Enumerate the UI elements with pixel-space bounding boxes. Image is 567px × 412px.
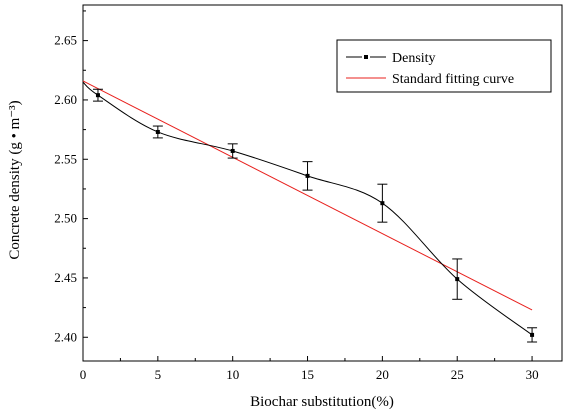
y-tick-label: 2.60 xyxy=(54,92,77,107)
plot-frame xyxy=(82,4,563,362)
density-series xyxy=(82,81,538,343)
density-point xyxy=(95,93,100,98)
density-point xyxy=(455,277,460,282)
x-tick-label: 15 xyxy=(301,367,314,382)
x-tick-label: 25 xyxy=(451,367,464,382)
legend-density-marker xyxy=(364,55,368,59)
x-axis-label: Biochar substitution(%) xyxy=(250,394,394,410)
fitting-curve-line xyxy=(82,80,533,311)
y-tick-label: 2.55 xyxy=(54,151,77,166)
y-axis: 2.40 2.45 2.50 2.55 2.60 2.65 xyxy=(54,10,88,344)
density-point xyxy=(155,129,160,134)
density-point xyxy=(305,173,310,178)
y-tick-label: 2.40 xyxy=(54,329,77,344)
x-tick-label: 30 xyxy=(526,367,539,382)
legend: Density Standard fitting curve xyxy=(336,39,552,93)
legend-density-label: Density xyxy=(392,51,436,66)
legend-fit-label: Standard fitting curve xyxy=(392,72,514,87)
y-tick-label: 2.50 xyxy=(54,211,77,226)
y-axis-label: Concrete density (g • m⁻³) xyxy=(7,100,23,259)
x-tick-label: 0 xyxy=(80,367,87,382)
density-point xyxy=(530,332,535,337)
x-axis: 0 5 10 15 20 25 30 xyxy=(80,356,539,382)
x-tick-label: 20 xyxy=(376,367,389,382)
x-tick-label: 10 xyxy=(226,367,239,382)
y-tick-label: 2.65 xyxy=(54,33,77,48)
y-tick-label: 2.45 xyxy=(54,270,77,285)
density-point xyxy=(230,148,235,153)
density-curve xyxy=(82,81,533,336)
density-point xyxy=(380,201,385,206)
legend-box xyxy=(336,39,552,93)
x-tick-label: 5 xyxy=(155,367,162,382)
fitting-curve-series xyxy=(82,80,533,311)
